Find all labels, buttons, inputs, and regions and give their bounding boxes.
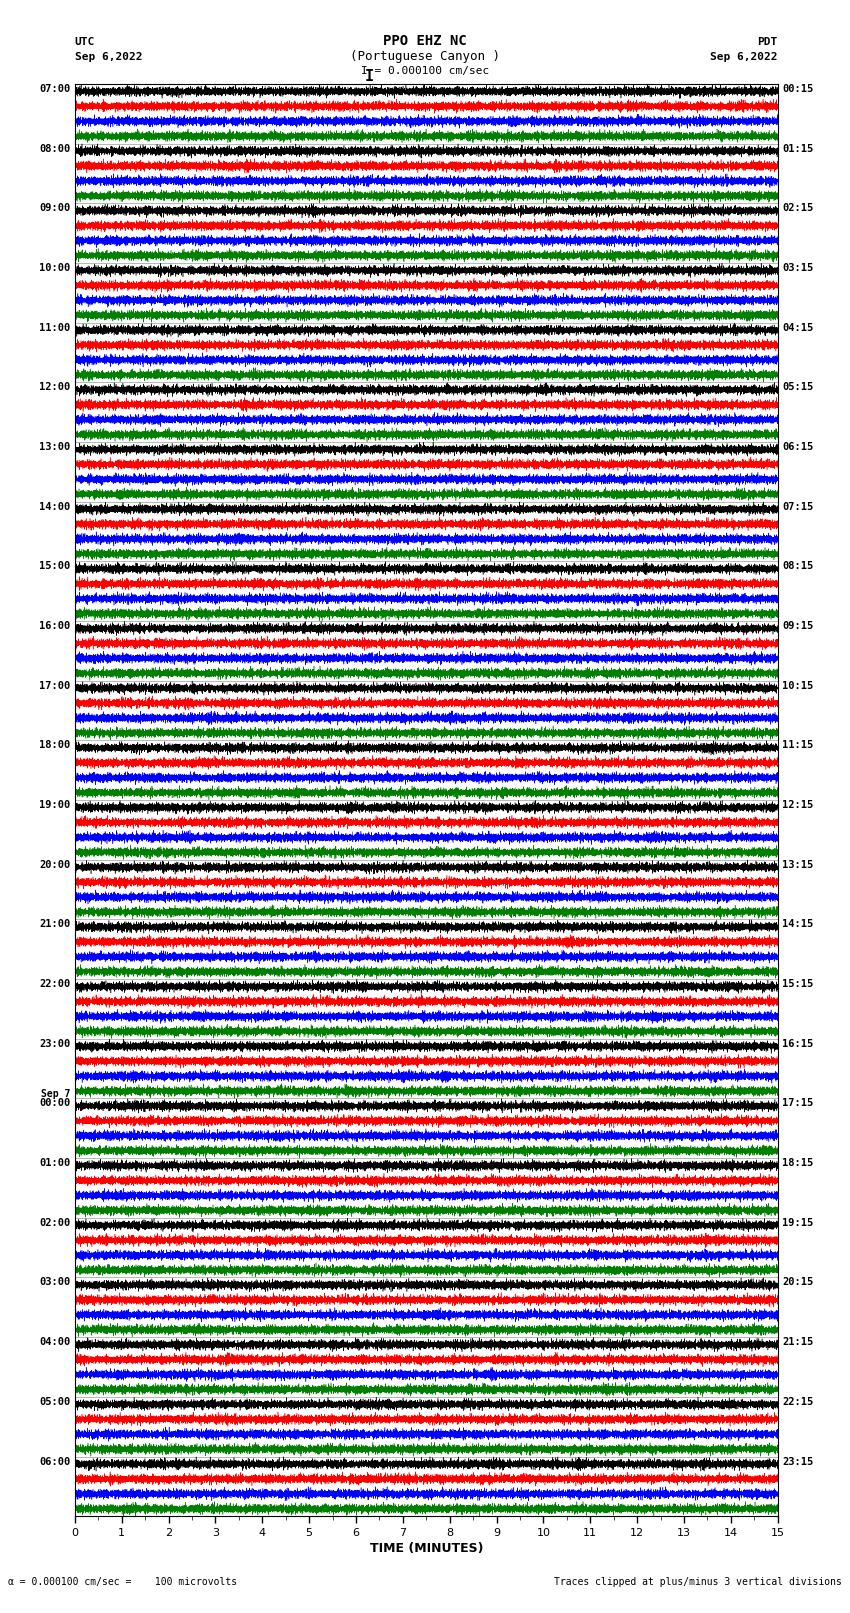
Text: 20:15: 20:15 [782,1277,813,1287]
Text: 16:00: 16:00 [39,621,71,631]
Text: 07:15: 07:15 [782,502,813,511]
Text: α = 0.000100 cm/sec =    100 microvolts: α = 0.000100 cm/sec = 100 microvolts [8,1578,238,1587]
Text: 09:00: 09:00 [39,203,71,213]
Text: PPO EHZ NC: PPO EHZ NC [383,34,467,48]
Text: PDT: PDT [757,37,778,47]
Text: UTC: UTC [75,37,95,47]
Text: 20:00: 20:00 [39,860,71,869]
Text: 08:00: 08:00 [39,144,71,153]
Text: 18:15: 18:15 [782,1158,813,1168]
Text: 11:15: 11:15 [782,740,813,750]
Text: 23:00: 23:00 [39,1039,71,1048]
Text: Sep 6,2022: Sep 6,2022 [75,52,142,61]
Text: 21:15: 21:15 [782,1337,813,1347]
Text: 21:00: 21:00 [39,919,71,929]
Text: I: I [366,69,374,84]
Text: 19:15: 19:15 [782,1218,813,1227]
Text: 15:00: 15:00 [39,561,71,571]
Text: I = 0.000100 cm/sec: I = 0.000100 cm/sec [361,66,489,76]
Text: 12:15: 12:15 [782,800,813,810]
Text: 05:15: 05:15 [782,382,813,392]
Text: 05:00: 05:00 [39,1397,71,1407]
Text: 11:00: 11:00 [39,323,71,332]
Text: 16:15: 16:15 [782,1039,813,1048]
Text: 17:00: 17:00 [39,681,71,690]
Text: 09:15: 09:15 [782,621,813,631]
Text: 03:00: 03:00 [39,1277,71,1287]
Text: 06:15: 06:15 [782,442,813,452]
Text: Sep 7: Sep 7 [41,1089,71,1098]
Text: 04:15: 04:15 [782,323,813,332]
Text: Sep 6,2022: Sep 6,2022 [711,52,778,61]
Text: 08:15: 08:15 [782,561,813,571]
Text: 02:00: 02:00 [39,1218,71,1227]
Text: 22:15: 22:15 [782,1397,813,1407]
Text: 15:15: 15:15 [782,979,813,989]
Text: 17:15: 17:15 [782,1098,813,1108]
Text: Traces clipped at plus/minus 3 vertical divisions: Traces clipped at plus/minus 3 vertical … [553,1578,842,1587]
Text: 10:00: 10:00 [39,263,71,273]
Text: 18:00: 18:00 [39,740,71,750]
Text: 00:15: 00:15 [782,84,813,94]
Text: 12:00: 12:00 [39,382,71,392]
Text: 07:00: 07:00 [39,84,71,94]
Text: 06:00: 06:00 [39,1457,71,1466]
Text: 00:00: 00:00 [39,1098,71,1108]
Text: 22:00: 22:00 [39,979,71,989]
Text: (Portuguese Canyon ): (Portuguese Canyon ) [350,50,500,63]
Text: 01:00: 01:00 [39,1158,71,1168]
Text: 01:15: 01:15 [782,144,813,153]
X-axis label: TIME (MINUTES): TIME (MINUTES) [370,1542,483,1555]
Text: 23:15: 23:15 [782,1457,813,1466]
Text: 10:15: 10:15 [782,681,813,690]
Text: 13:00: 13:00 [39,442,71,452]
Text: 14:00: 14:00 [39,502,71,511]
Text: 19:00: 19:00 [39,800,71,810]
Text: 03:15: 03:15 [782,263,813,273]
Text: 14:15: 14:15 [782,919,813,929]
Text: 13:15: 13:15 [782,860,813,869]
Text: 02:15: 02:15 [782,203,813,213]
Text: 04:00: 04:00 [39,1337,71,1347]
